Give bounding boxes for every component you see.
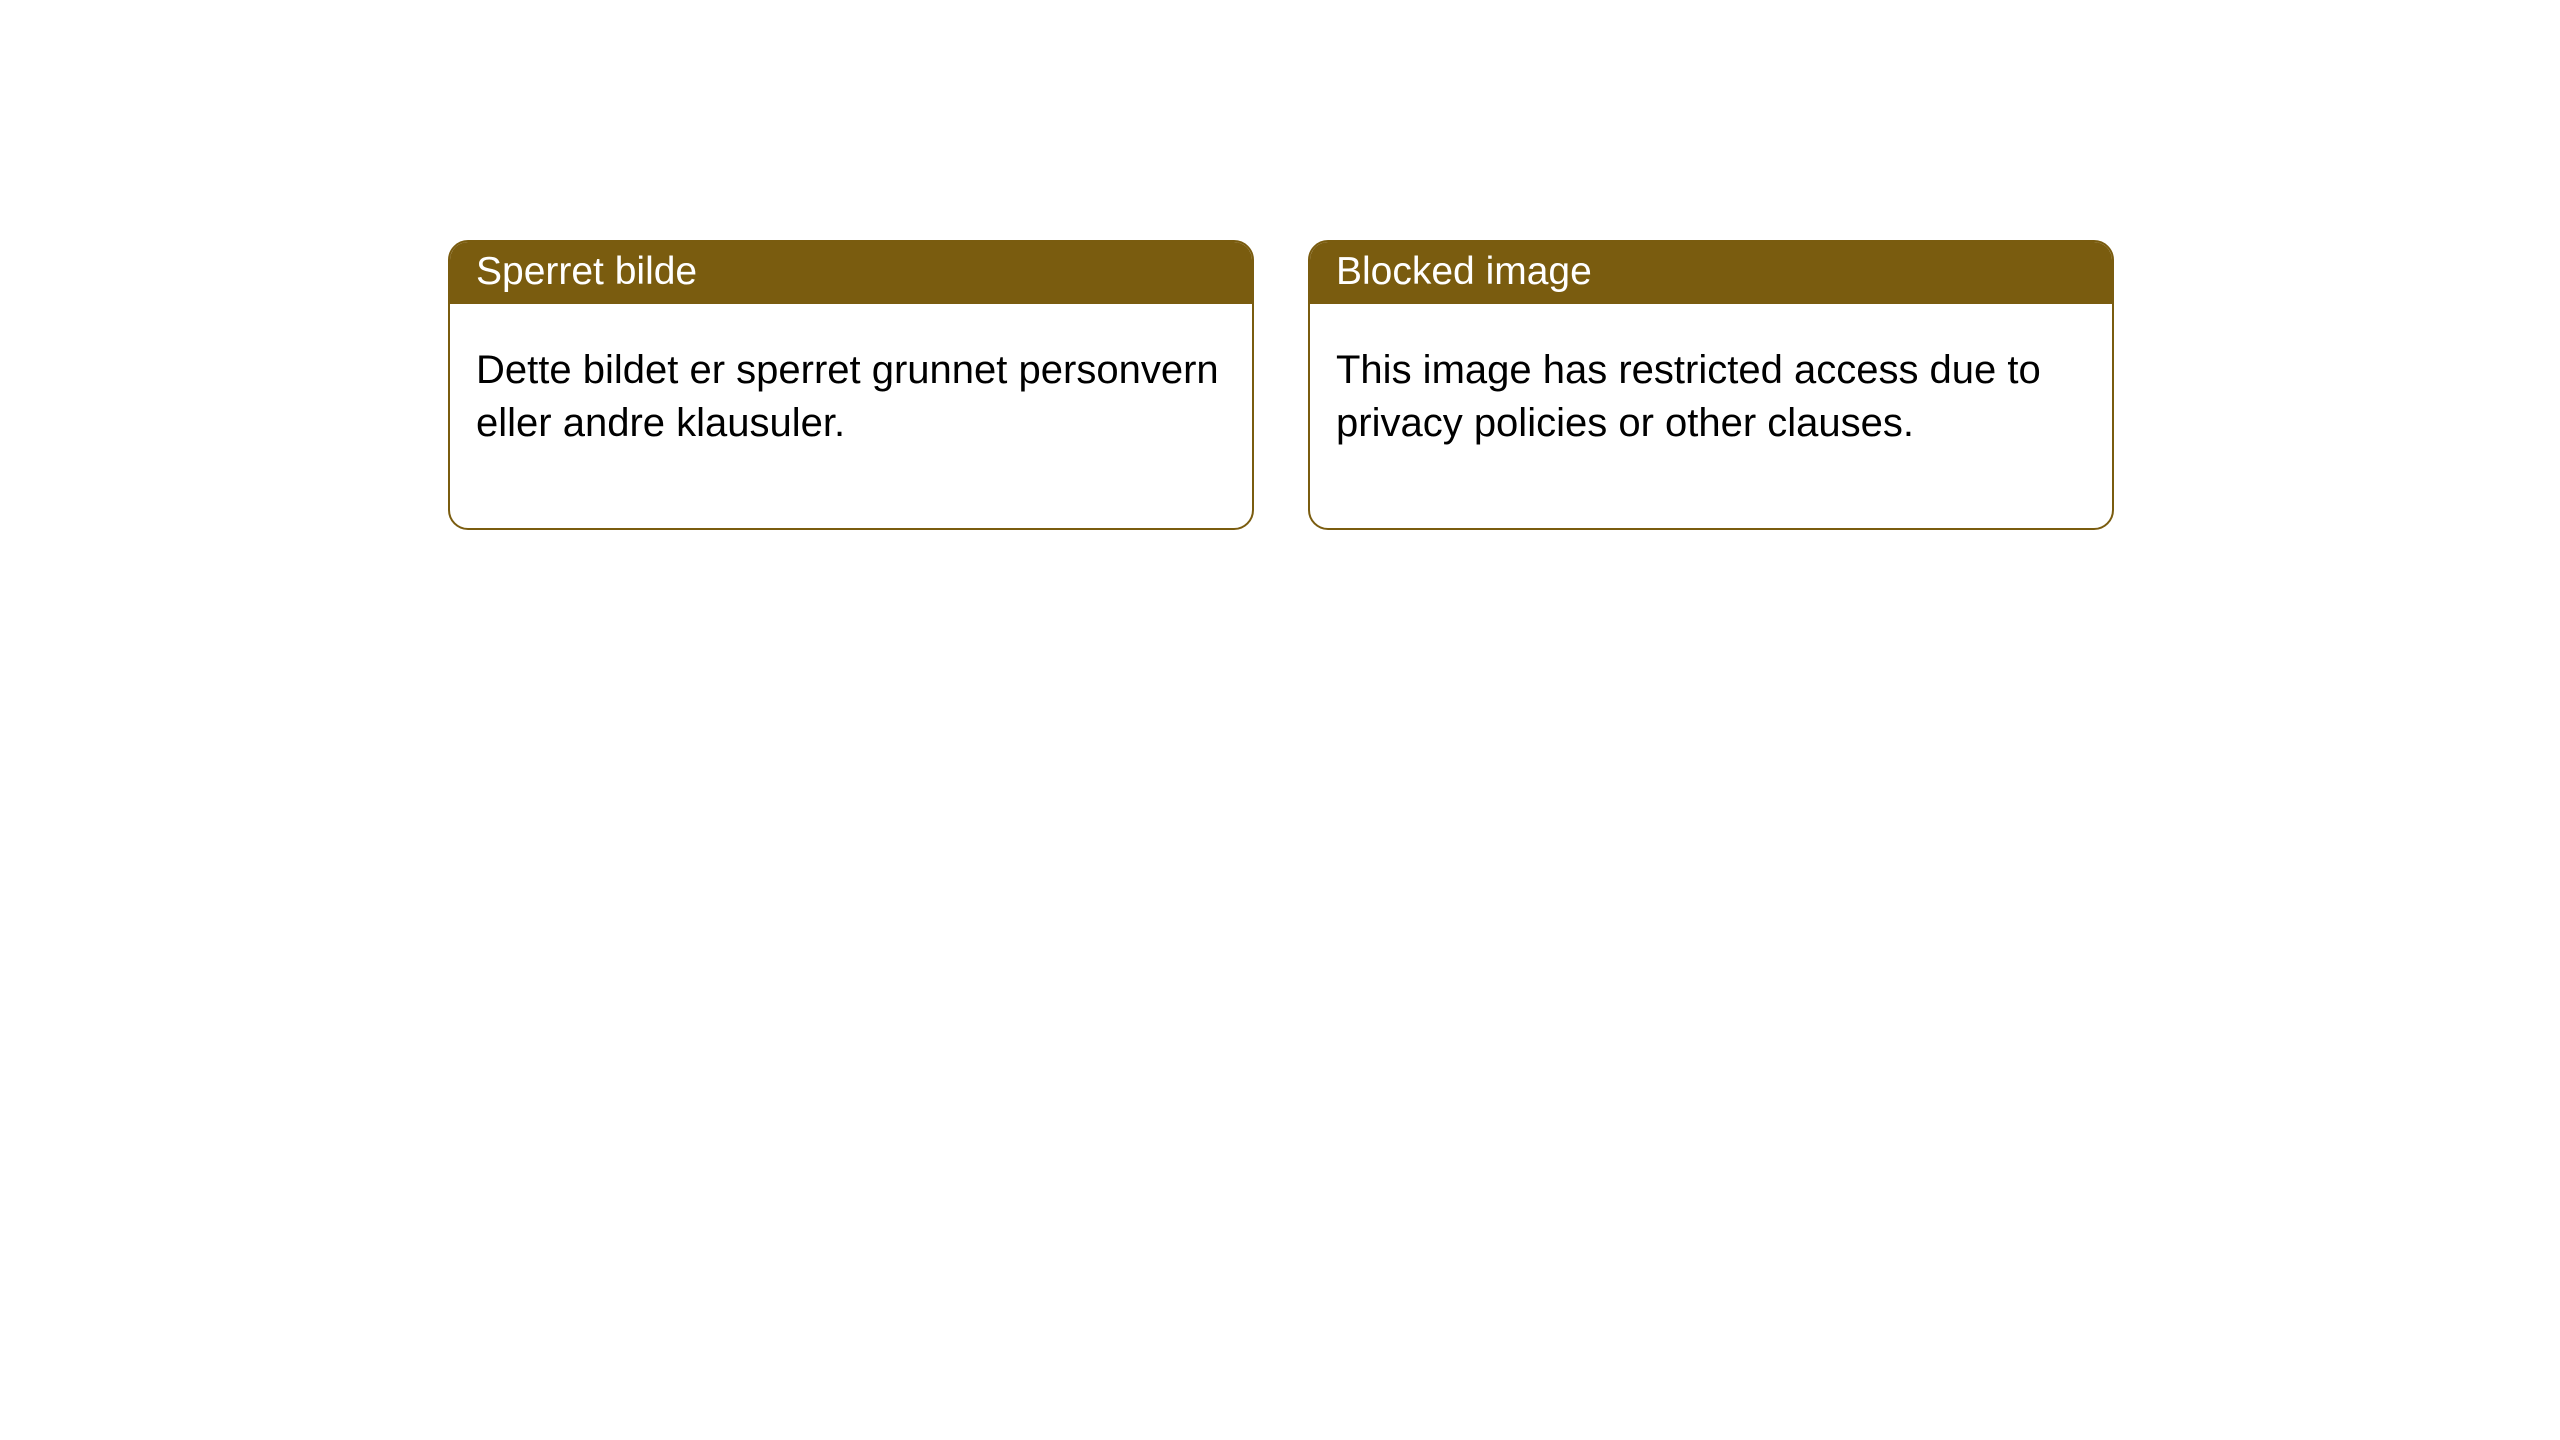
card-header: Sperret bilde [450,242,1252,304]
card-body: This image has restricted access due to … [1310,304,2112,528]
card-title: Sperret bilde [476,250,697,293]
card-body: Dette bildet er sperret grunnet personve… [450,304,1252,528]
card-message: This image has restricted access due to … [1336,348,2041,445]
notice-container: Sperret bilde Dette bildet er sperret gr… [0,0,2560,530]
card-title: Blocked image [1336,250,1592,293]
card-message: Dette bildet er sperret grunnet personve… [476,348,1219,445]
blocked-image-card-no: Sperret bilde Dette bildet er sperret gr… [448,240,1254,530]
blocked-image-card-en: Blocked image This image has restricted … [1308,240,2114,530]
card-header: Blocked image [1310,242,2112,304]
